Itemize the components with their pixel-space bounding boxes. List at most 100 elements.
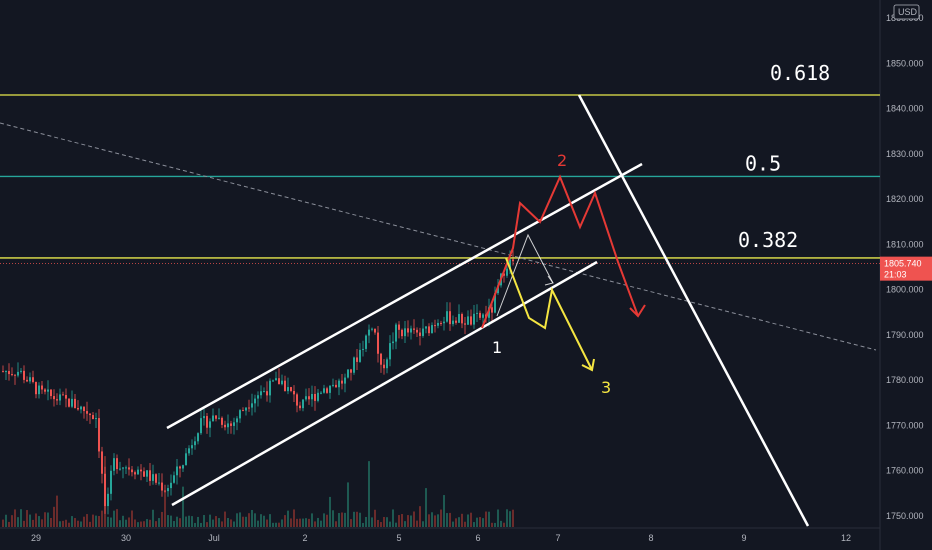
candle-body bbox=[65, 395, 67, 399]
volume-bar bbox=[140, 521, 142, 527]
volume-bar bbox=[134, 519, 136, 527]
candle-body bbox=[5, 371, 7, 373]
volume-bar bbox=[131, 510, 133, 527]
wave-label: 2 bbox=[557, 151, 567, 170]
candle-body bbox=[230, 423, 232, 426]
volume-bar bbox=[197, 516, 199, 527]
candle-body bbox=[410, 328, 412, 333]
candle-body bbox=[257, 395, 259, 399]
candle-body bbox=[362, 348, 364, 350]
volume-bar bbox=[482, 518, 484, 527]
volume-bar bbox=[326, 514, 328, 527]
candle-body bbox=[110, 470, 112, 494]
volume-bar bbox=[434, 515, 436, 527]
candle-body bbox=[509, 259, 511, 269]
candle-body bbox=[467, 316, 469, 325]
time-tick-label: 30 bbox=[121, 533, 131, 543]
fib-level-label: 0.382 bbox=[738, 228, 798, 252]
candle-body bbox=[290, 387, 292, 391]
volume-bar bbox=[146, 519, 148, 527]
volume-bar bbox=[485, 511, 487, 527]
volume-bar bbox=[2, 519, 4, 527]
candle-body bbox=[380, 353, 382, 365]
volume-bar bbox=[446, 513, 448, 527]
volume-bar bbox=[230, 519, 232, 527]
candle-body bbox=[371, 328, 373, 330]
volume-bar bbox=[464, 521, 466, 527]
volume-bar bbox=[512, 509, 514, 527]
candle-body bbox=[404, 328, 406, 337]
volume-bar bbox=[374, 509, 376, 527]
candle-body bbox=[59, 394, 61, 401]
volume-bar bbox=[125, 519, 127, 527]
time-axis[interactable]: 29 30 Jul 2 5 6 7 8 9 12 bbox=[0, 527, 880, 543]
fibonacci-levels: 0.618 0.5 0.382 bbox=[0, 61, 880, 259]
volume-bar bbox=[281, 519, 283, 527]
volume-bar bbox=[401, 514, 403, 527]
candle-body bbox=[350, 369, 352, 373]
candle-body bbox=[425, 326, 427, 329]
volume-bar bbox=[164, 491, 166, 527]
volume-bar bbox=[113, 510, 115, 527]
volume-bar bbox=[332, 510, 334, 527]
candle-body bbox=[62, 394, 64, 396]
candle-body bbox=[428, 326, 430, 334]
candle-body bbox=[125, 467, 127, 469]
volume-bar bbox=[203, 515, 205, 527]
candle-body bbox=[464, 323, 466, 325]
fib-level-label: 0.618 bbox=[770, 61, 830, 85]
currency-badge[interactable] bbox=[893, 4, 920, 20]
candle-body bbox=[95, 418, 97, 420]
time-tick-label: 12 bbox=[841, 533, 851, 543]
volume-bar bbox=[323, 513, 325, 527]
volume-bar bbox=[224, 511, 226, 527]
volume-bar bbox=[188, 515, 190, 527]
volume-bar bbox=[143, 521, 145, 527]
candle-body bbox=[473, 313, 475, 325]
candle-body bbox=[320, 392, 322, 394]
volume-bar bbox=[329, 496, 331, 527]
candle-body bbox=[455, 320, 457, 323]
candle-body bbox=[206, 416, 208, 428]
volume-bar bbox=[161, 511, 163, 527]
candle-body bbox=[44, 389, 46, 392]
time-tick-label: 9 bbox=[741, 533, 746, 543]
candle-body bbox=[314, 393, 316, 401]
candle-body bbox=[137, 469, 139, 475]
candle-body bbox=[188, 448, 190, 454]
volume-bar bbox=[119, 520, 121, 527]
candle-body bbox=[131, 469, 133, 473]
candle-body bbox=[275, 378, 277, 381]
chart-labels: 1 2 3 bbox=[492, 151, 611, 397]
wave-label: 3 bbox=[601, 378, 611, 397]
volume-bar bbox=[155, 521, 157, 527]
price-tick-label: 1800.000 bbox=[886, 285, 924, 295]
time-tick-label: 8 bbox=[648, 533, 653, 543]
candle-body bbox=[299, 405, 301, 409]
volume-bar bbox=[398, 515, 400, 527]
volume-bar bbox=[116, 509, 118, 527]
candle-body bbox=[422, 328, 424, 336]
volume-bar bbox=[122, 515, 124, 527]
current-price-badge bbox=[880, 256, 932, 281]
candle-body bbox=[326, 388, 328, 393]
candle-body bbox=[116, 458, 118, 470]
volume-bar bbox=[50, 517, 52, 527]
volume-bar bbox=[77, 520, 79, 527]
volume-bar bbox=[26, 510, 28, 527]
volume-bar bbox=[242, 516, 244, 527]
white-projection-arrowhead bbox=[544, 275, 554, 286]
candle-body bbox=[305, 396, 307, 400]
candle-body bbox=[506, 268, 508, 276]
volume-bar bbox=[59, 521, 61, 527]
candle-body bbox=[221, 417, 223, 425]
candle-body bbox=[317, 392, 319, 401]
candle-body bbox=[443, 321, 445, 324]
candle-body bbox=[53, 396, 55, 400]
candle-body bbox=[386, 359, 388, 369]
candle-body bbox=[227, 423, 229, 428]
volume-bar bbox=[461, 513, 463, 527]
volume-bar bbox=[290, 518, 292, 527]
